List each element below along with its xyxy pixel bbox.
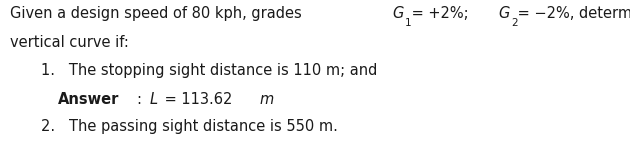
Text: L: L <box>149 92 158 107</box>
Text: 1.   The stopping sight distance is 110 m; and: 1. The stopping sight distance is 110 m;… <box>41 63 377 78</box>
Text: 1: 1 <box>405 18 411 28</box>
Text: Answer: Answer <box>58 92 119 107</box>
Text: vertical curve if:: vertical curve if: <box>10 35 129 50</box>
Text: G: G <box>498 6 510 21</box>
Text: Given a design speed of 80 kph, grades: Given a design speed of 80 kph, grades <box>10 6 306 21</box>
Text: G: G <box>392 6 404 21</box>
Text: :: : <box>137 92 147 107</box>
Text: = −2%, determine the required length of the: = −2%, determine the required length of … <box>513 6 630 21</box>
Text: = 113.62: = 113.62 <box>160 92 237 107</box>
Text: = +2%;: = +2%; <box>407 6 478 21</box>
Text: 2.   The passing sight distance is 550 m.: 2. The passing sight distance is 550 m. <box>41 119 338 134</box>
Text: m: m <box>260 92 273 107</box>
Text: 2: 2 <box>511 18 518 28</box>
